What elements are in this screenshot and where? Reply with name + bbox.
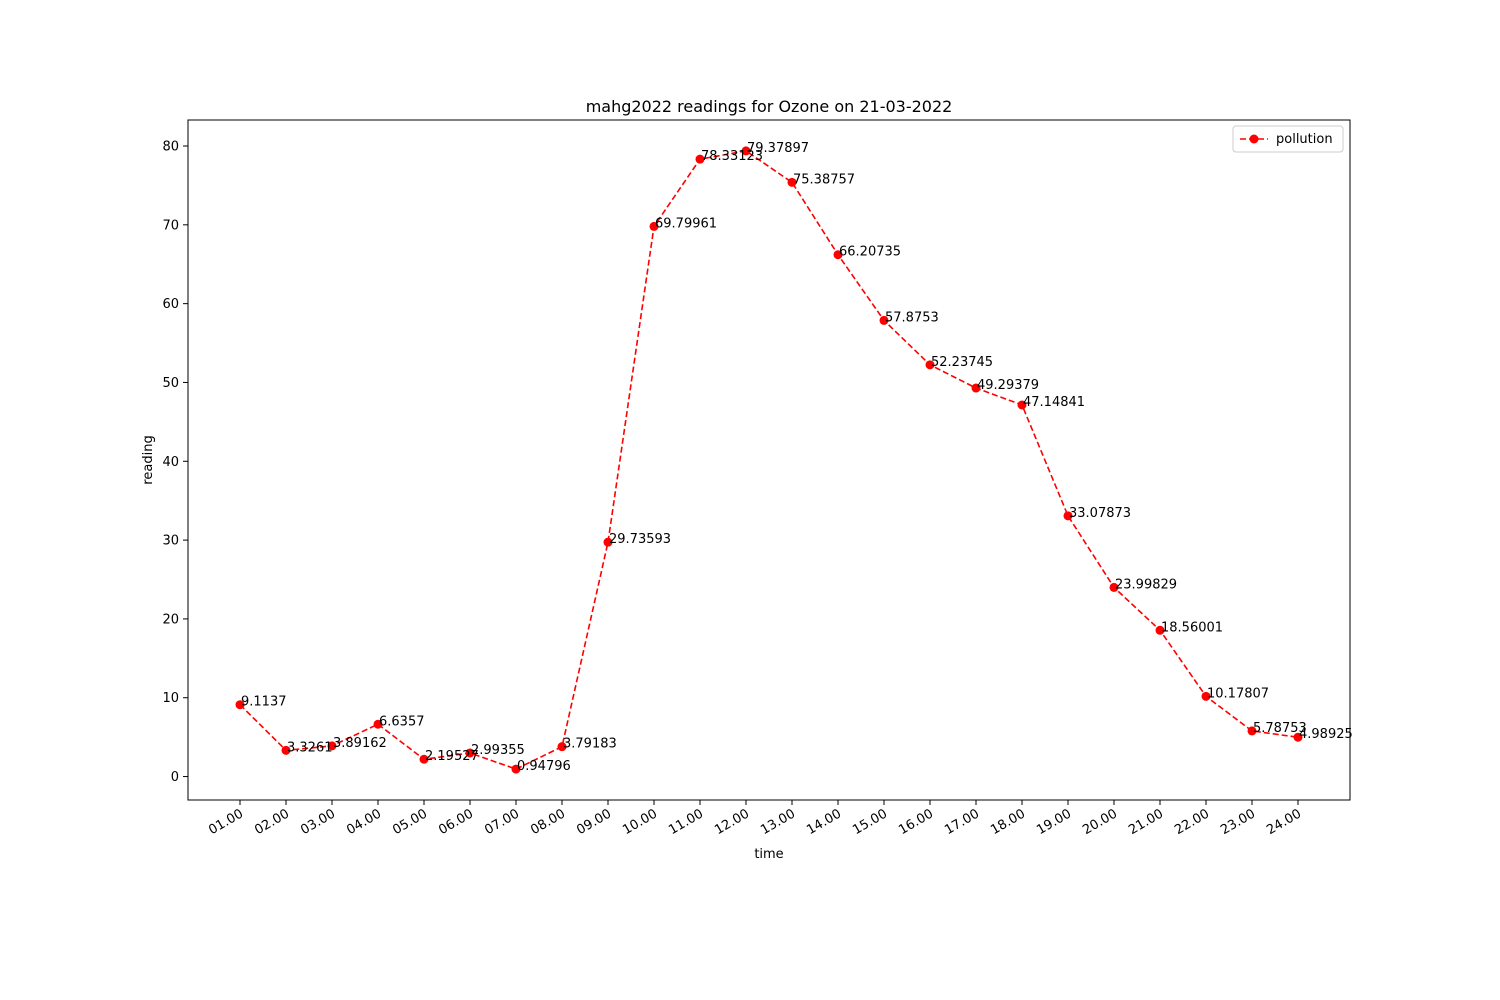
y-tick-label: 70 bbox=[162, 218, 179, 233]
data-label: 9.1137 bbox=[241, 695, 287, 710]
y-tick-label: 30 bbox=[162, 534, 179, 549]
x-tick-label: 15.00 bbox=[850, 806, 890, 838]
data-point bbox=[971, 383, 981, 393]
data-point bbox=[925, 360, 935, 370]
data-label: 0.94796 bbox=[517, 759, 571, 774]
x-tick-label: 23.00 bbox=[1218, 806, 1258, 838]
x-tick-label: 07.00 bbox=[482, 806, 522, 838]
x-tick-label: 02.00 bbox=[252, 806, 292, 838]
data-label: 23.99829 bbox=[1115, 577, 1177, 592]
plot-area bbox=[187, 119, 1351, 801]
x-tick-label: 20.00 bbox=[1080, 806, 1120, 838]
legend: pollution bbox=[1232, 125, 1344, 153]
y-tick-label: 40 bbox=[162, 455, 179, 470]
data-label: 69.79961 bbox=[655, 216, 717, 231]
data-label: 66.20735 bbox=[839, 245, 901, 260]
legend-box bbox=[1232, 125, 1344, 153]
data-label: 4.98925 bbox=[1299, 727, 1353, 742]
x-tick-label: 06.00 bbox=[436, 806, 476, 838]
data-point bbox=[1155, 625, 1165, 635]
data-point bbox=[649, 221, 659, 231]
data-point bbox=[511, 764, 521, 774]
data-label: 57.8753 bbox=[885, 310, 939, 325]
series-line-pollution bbox=[239, 150, 1299, 770]
x-tick-label: 08.00 bbox=[528, 806, 568, 838]
data-label: 33.07873 bbox=[1069, 506, 1131, 521]
data-label: 3.79183 bbox=[563, 737, 617, 752]
data-label: 79.37897 bbox=[747, 141, 809, 156]
legend-label: pollution bbox=[1276, 132, 1333, 147]
x-tick-label: 01.00 bbox=[206, 806, 246, 838]
data-point bbox=[419, 754, 429, 764]
data-label: 2.19527 bbox=[425, 749, 479, 764]
y-tick-label: 50 bbox=[162, 376, 179, 391]
data-label: 2.99355 bbox=[471, 743, 525, 758]
data-point bbox=[557, 742, 567, 752]
x-tick-label: 19.00 bbox=[1034, 806, 1074, 838]
x-tick-label: 21.00 bbox=[1126, 806, 1166, 838]
x-tick-label: 13.00 bbox=[758, 806, 798, 838]
x-tick-label: 22.00 bbox=[1172, 806, 1212, 838]
data-point bbox=[695, 154, 705, 164]
x-tick-label: 05.00 bbox=[390, 806, 430, 838]
y-tick-label: 80 bbox=[162, 140, 179, 155]
x-tick-label: 03.00 bbox=[298, 806, 338, 838]
y-tick-label: 20 bbox=[162, 612, 179, 627]
data-label: 18.56001 bbox=[1161, 620, 1223, 635]
data-point bbox=[1247, 726, 1257, 736]
data-point bbox=[1063, 511, 1073, 521]
data-label: 78.33123 bbox=[701, 149, 763, 164]
data-point bbox=[1201, 691, 1211, 701]
data-label: 47.14841 bbox=[1023, 395, 1085, 410]
x-axis-label: time bbox=[754, 847, 783, 862]
chart-title: mahg2022 readings for Ozone on 21-03-202… bbox=[586, 97, 953, 116]
data-point bbox=[603, 537, 613, 547]
y-tick-label: 60 bbox=[162, 297, 179, 312]
data-point bbox=[1109, 582, 1119, 592]
x-axis: 01.00 02.00 03.00 04.00 05.00 06.00 07.00 08.00… bbox=[206, 800, 1304, 838]
x-tick-label: 24.00 bbox=[1264, 806, 1304, 838]
data-label: 6.6357 bbox=[379, 714, 425, 729]
x-tick-label: 14.00 bbox=[804, 806, 844, 838]
y-tick-label: 0 bbox=[171, 770, 179, 785]
data-label: 5.78753 bbox=[1253, 721, 1307, 736]
data-point bbox=[1017, 400, 1027, 410]
data-point bbox=[879, 315, 889, 325]
x-tick-label: 11.00 bbox=[666, 806, 706, 838]
data-labels: 9.1137 3.3261 3.89162 6.6357 2.195272.993550… bbox=[241, 141, 1353, 774]
data-point bbox=[327, 741, 337, 751]
y-axis-label: reading bbox=[141, 435, 156, 484]
data-label: 3.3261 bbox=[287, 740, 333, 755]
data-label: 52.23745 bbox=[931, 355, 993, 370]
data-point bbox=[235, 700, 245, 710]
y-axis: 0 10 20 30 40 50 60 70 80 bbox=[162, 140, 188, 785]
data-label: 3.89162 bbox=[333, 736, 387, 751]
x-tick-label: 04.00 bbox=[344, 806, 384, 838]
data-label: 49.29379 bbox=[977, 378, 1039, 393]
data-label: 29.73593 bbox=[609, 532, 671, 547]
data-label: 75.38757 bbox=[793, 172, 855, 187]
data-label: 10.17807 bbox=[1207, 686, 1269, 701]
data-point bbox=[787, 177, 797, 187]
data-point bbox=[373, 719, 383, 729]
x-tick-label: 12.00 bbox=[712, 806, 752, 838]
x-tick-label: 09.00 bbox=[574, 806, 614, 838]
series-path bbox=[239, 150, 1299, 770]
data-point bbox=[281, 745, 291, 755]
series-markers bbox=[235, 146, 1303, 774]
x-tick-label: 18.00 bbox=[988, 806, 1028, 838]
x-tick-label: 10.00 bbox=[620, 806, 660, 838]
x-tick-label: 17.00 bbox=[942, 806, 982, 838]
data-point bbox=[741, 146, 751, 156]
data-point bbox=[465, 748, 475, 758]
legend-marker-swatch bbox=[1249, 134, 1259, 144]
data-point bbox=[833, 250, 843, 260]
x-tick-label: 16.00 bbox=[896, 806, 936, 838]
y-tick-label: 10 bbox=[162, 691, 179, 706]
data-point bbox=[1293, 732, 1303, 742]
